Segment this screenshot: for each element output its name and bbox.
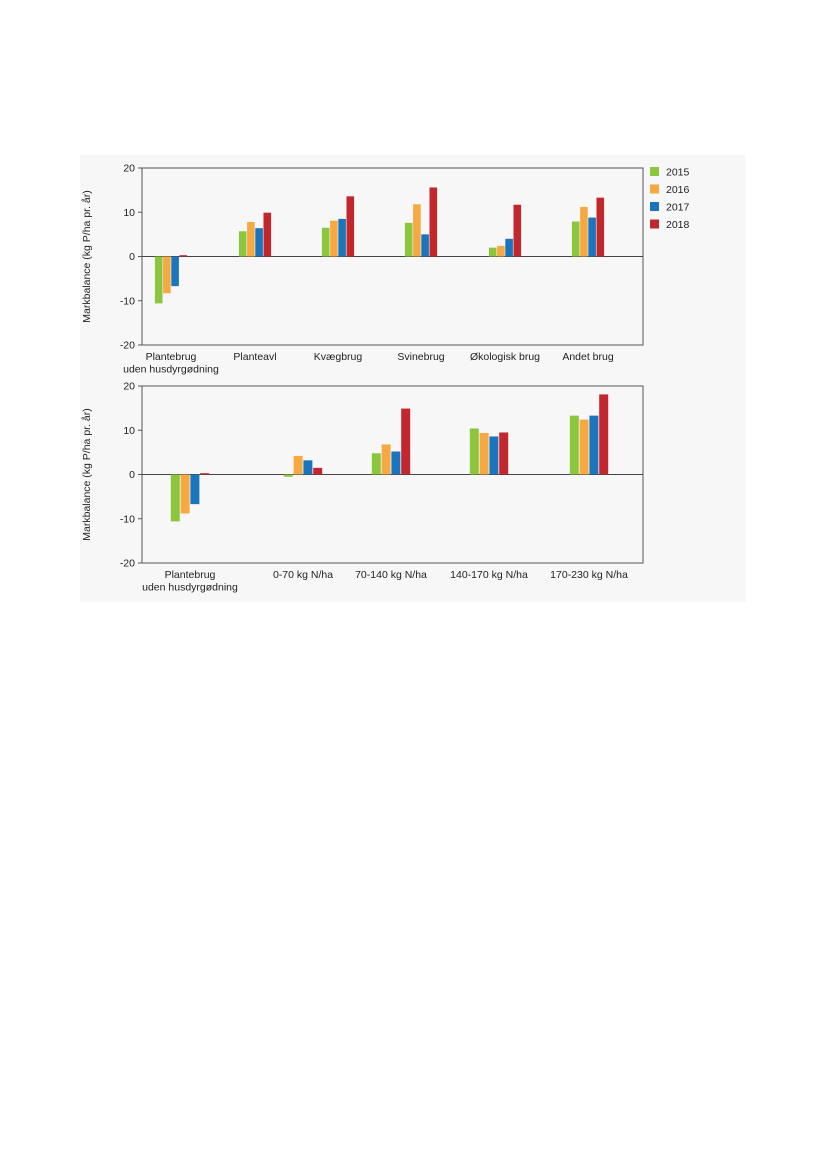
bar-2017 <box>421 234 429 257</box>
category-label: 0-70 kg N/ha <box>273 569 333 581</box>
bar-2018 <box>200 473 210 475</box>
y-tick-label: 10 <box>123 207 135 219</box>
y-tick-label: -10 <box>120 295 135 307</box>
bar-2015 <box>469 428 479 475</box>
bar-2017 <box>171 256 179 287</box>
category-label: Svinebrug <box>397 351 444 363</box>
y-tick-label: 0 <box>129 469 135 481</box>
bar-2016 <box>497 245 505 257</box>
bar-2018 <box>599 394 609 475</box>
bar-2016 <box>479 432 489 475</box>
bar-2016 <box>330 220 338 257</box>
category-label-line: 70-140 kg N/ha <box>355 569 427 581</box>
chart-panel-2: 20 10 0 -10 -20 Markbalance (kg P/ha pr. år) P… <box>81 381 644 594</box>
bar-2015 <box>238 231 247 257</box>
bar-2015 <box>154 256 163 304</box>
bar-2015 <box>569 415 579 475</box>
bar-2016 <box>381 444 391 475</box>
category-label-line: Plantebrug <box>165 569 216 581</box>
category-label-line: Kvægbrug <box>314 351 363 363</box>
bar-2015 <box>371 453 381 475</box>
bar-2017 <box>338 218 346 257</box>
bar-2015 <box>321 227 330 257</box>
y-tick-label: 0 <box>129 251 135 263</box>
bar-2015 <box>170 474 180 522</box>
bar-2018 <box>401 408 411 475</box>
y-tick-label: 20 <box>123 381 135 393</box>
bar-2017 <box>255 228 263 257</box>
bar-2016 <box>580 206 588 257</box>
bar-2016 <box>163 256 171 294</box>
category-label-line: uden husdyrgødning <box>123 364 219 376</box>
bar-2018 <box>346 196 355 257</box>
bar-2016 <box>293 455 303 475</box>
legend: 2015 2016 2017 2018 <box>650 167 690 231</box>
y-tick-label: -20 <box>120 558 135 570</box>
category-label: Kvægbrug <box>314 351 363 363</box>
legend-label-2015: 2015 <box>666 167 690 179</box>
category-label: Plantebrug uden husdyrgødning <box>142 569 238 594</box>
category-label: 170-230 kg N/ha <box>550 569 628 581</box>
category-label: Andet brug <box>562 351 614 363</box>
category-label: 70-140 kg N/ha <box>355 569 427 581</box>
bar-2015 <box>488 247 497 257</box>
y-tick-label: 10 <box>123 425 135 437</box>
legend-label-2017: 2017 <box>666 202 690 214</box>
category-label-line: Plantebrug <box>146 351 197 363</box>
bar-2016 <box>180 474 190 514</box>
bar-2017 <box>190 474 200 505</box>
legend-swatch-2018 <box>650 219 659 229</box>
legend-label-2018: 2018 <box>666 219 690 231</box>
y-axis-title: Markbalance (kg P/ha pr. år) <box>81 408 93 540</box>
bar-2017 <box>588 217 596 257</box>
bar-2015 <box>283 474 293 477</box>
bar-2015 <box>571 221 580 257</box>
category-label: 140-170 kg N/ha <box>450 569 528 581</box>
bar-2017 <box>589 415 599 475</box>
bar-2017 <box>303 460 313 475</box>
category-label-line: uden husdyrgødning <box>142 582 238 594</box>
category-label: Plantebrug uden husdyrgødning <box>123 351 219 376</box>
chart-panel-1: 20 10 0 -10 -20 Markbalance (kg P/ha pr. år) P… <box>81 163 644 376</box>
bar-2018 <box>429 187 438 257</box>
bar-2018 <box>513 204 522 257</box>
bar-2018 <box>263 212 272 257</box>
bar-2018 <box>499 432 509 475</box>
bar-2018 <box>596 197 605 257</box>
bar-2016 <box>247 221 255 257</box>
legend-swatch-2015 <box>650 167 659 176</box>
y-tick-label: 20 <box>123 163 135 175</box>
figure-panel: 20 10 0 -10 -20 Markbalance (kg P/ha pr. år) P… <box>80 155 746 602</box>
bar-2017 <box>489 436 499 475</box>
category-label-line: Andet brug <box>562 351 614 363</box>
bar-2016 <box>579 419 589 475</box>
legend-swatch-2016 <box>650 184 659 194</box>
bar-2017 <box>505 238 513 257</box>
category-label-line: 170-230 kg N/ha <box>550 569 628 581</box>
bar-2016 <box>413 204 421 257</box>
bar-2018 <box>179 255 188 257</box>
category-label-line: 140-170 kg N/ha <box>450 569 528 581</box>
chart-canvas: 20 10 0 -10 -20 Markbalance (kg P/ha pr. år) P… <box>81 163 690 594</box>
category-label-line: 0-70 kg N/ha <box>273 569 333 581</box>
legend-swatch-2017 <box>650 202 659 211</box>
bar-2018 <box>313 467 323 475</box>
y-axis-title: Markbalance (kg P/ha pr. år) <box>81 190 93 322</box>
category-label-line: Svinebrug <box>397 351 444 363</box>
category-label: Økologisk brug <box>470 351 540 363</box>
y-tick-label: -10 <box>120 513 135 525</box>
category-label: Planteavl <box>233 351 276 363</box>
legend-label-2016: 2016 <box>666 184 690 196</box>
bar-2015 <box>404 222 413 257</box>
category-label-line: Økologisk brug <box>470 351 540 363</box>
y-tick-label: -20 <box>120 340 135 352</box>
category-label-line: Planteavl <box>233 351 276 363</box>
bar-2017 <box>391 451 401 475</box>
